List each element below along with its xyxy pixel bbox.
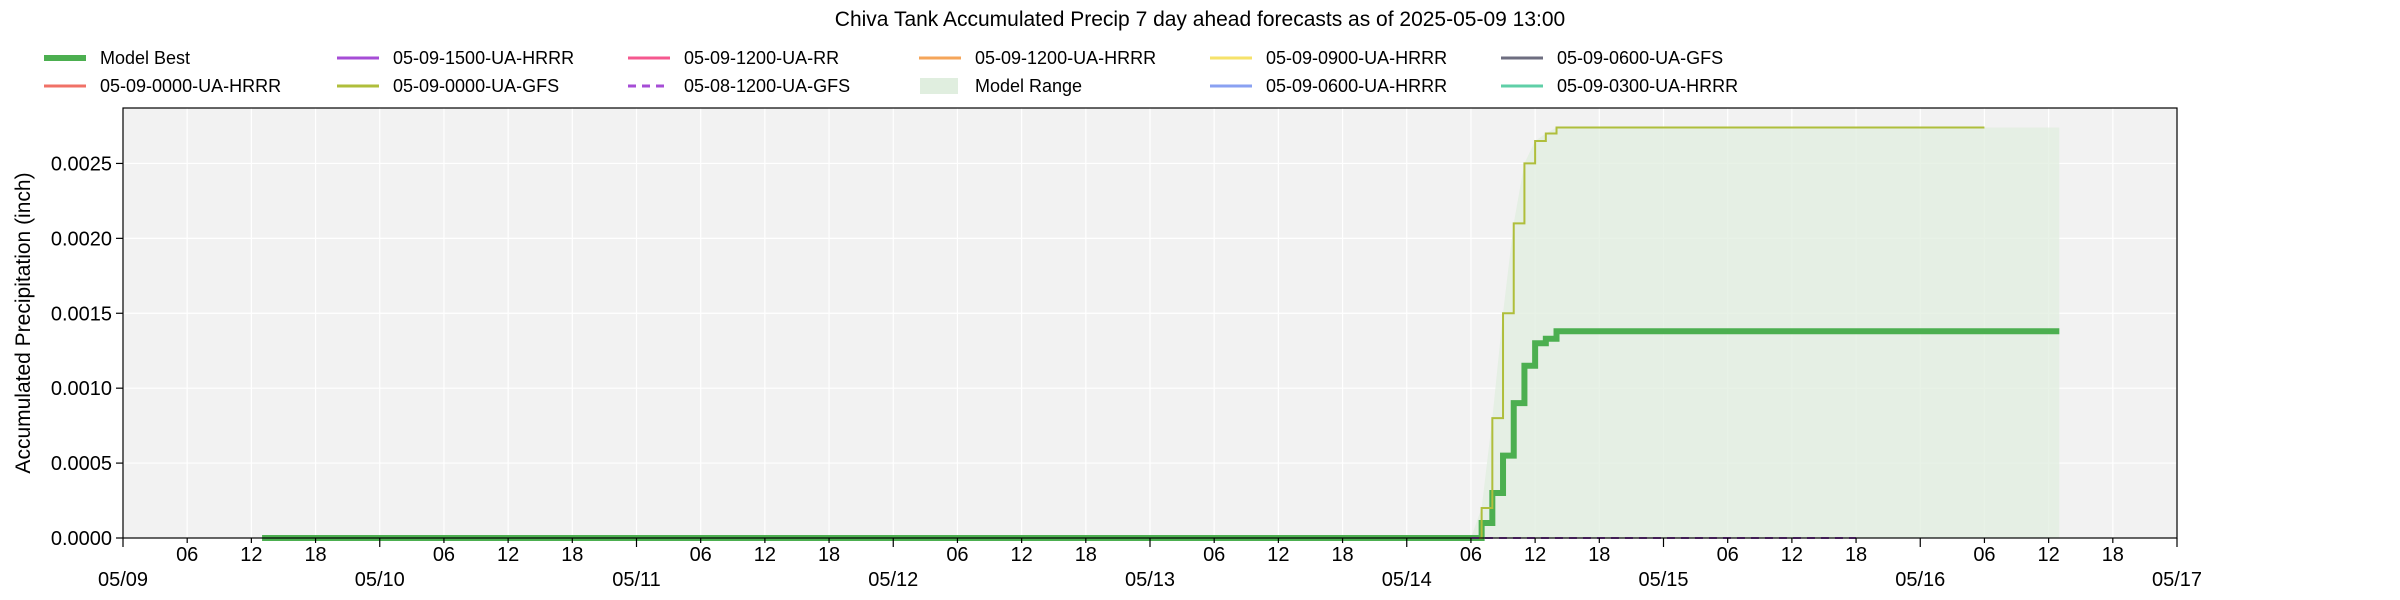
legend-swatch [44, 55, 86, 61]
legend-swatch [920, 78, 958, 94]
x-major-tick-label: 05/09 [98, 569, 148, 591]
legend-label: 05-09-0600-UA-HRRR [1266, 76, 1448, 96]
legend-label: Model Best [100, 48, 191, 68]
y-tick-label: 0.0000 [51, 528, 112, 550]
x-major-tick-label: 05/16 [1895, 569, 1945, 591]
legend-label: 05-09-0900-UA-HRRR [1266, 48, 1448, 68]
legend-swatch [337, 56, 379, 60]
x-minor-tick-label: 06 [1203, 544, 1225, 566]
series-line-05-09-0000-ua-gfs [1470, 126, 1985, 539]
x-minor-tick-label: 18 [2102, 544, 2124, 566]
x-minor-tick-label: 06 [1717, 544, 1739, 566]
x-minor-tick-label: 12 [240, 544, 262, 566]
legend-label: 05-09-1500-UA-HRRR [393, 48, 575, 68]
x-minor-tick-label: 18 [1845, 544, 1867, 566]
legend-swatch [1501, 84, 1543, 88]
y-tick-label: 0.0005 [51, 453, 112, 475]
legend-swatch [919, 56, 961, 60]
x-minor-tick-label: 12 [1011, 544, 1033, 566]
legend-swatch [1210, 84, 1252, 88]
x-minor-tick-label: 06 [1973, 544, 1995, 566]
legend-label: 05-09-1200-UA-RR [684, 48, 840, 68]
legend-label: Model Range [975, 76, 1083, 96]
x-minor-tick-label: 18 [1588, 544, 1610, 566]
legend-label: 05-09-0300-UA-HRRR [1557, 76, 1739, 96]
x-major-tick-label: 05/11 [612, 569, 661, 591]
x-minor-tick-label: 12 [754, 544, 776, 566]
y-tick-label: 0.0015 [51, 303, 112, 325]
x-minor-tick-label: 18 [1075, 544, 1097, 566]
x-minor-tick-label: 06 [946, 544, 968, 566]
x-minor-tick-label: 06 [1460, 544, 1482, 566]
x-major-tick-label: 05/13 [1125, 569, 1175, 591]
legend-label: 05-09-0000-UA-GFS [393, 76, 560, 96]
x-minor-tick-label: 18 [1331, 544, 1353, 566]
x-minor-tick-label: 12 [1524, 544, 1546, 566]
legend-swatch [337, 84, 379, 88]
legend-label: 05-08-1200-UA-GFS [684, 76, 851, 96]
x-major-tick-label: 05/14 [1382, 569, 1432, 591]
legend-swatch [1210, 56, 1252, 60]
y-tick-label: 0.0010 [51, 378, 112, 400]
legend-label: 05-09-1200-UA-HRRR [975, 48, 1157, 68]
x-minor-tick-label: 12 [2038, 544, 2060, 566]
x-minor-tick-label: 06 [433, 544, 455, 566]
x-major-tick-label: 05/12 [868, 569, 918, 591]
y-axis-title: Accumulated Precipitation (inch) [12, 172, 35, 473]
x-minor-tick-label: 12 [1267, 544, 1289, 566]
legend-swatch [628, 84, 670, 88]
x-minor-tick-label: 18 [561, 544, 583, 566]
x-major-tick-label: 05/10 [355, 569, 405, 591]
x-major-tick-label: 05/15 [1638, 569, 1688, 591]
chart-title: Chiva Tank Accumulated Precip 7 day ahea… [834, 8, 1566, 31]
legend-swatch [44, 84, 86, 88]
legend-swatch [1501, 56, 1543, 60]
y-tick-label: 0.0020 [51, 228, 112, 250]
x-minor-tick-label: 12 [1781, 544, 1803, 566]
x-minor-tick-label: 06 [176, 544, 198, 566]
x-major-tick-label: 05/17 [2152, 569, 2202, 591]
x-minor-tick-label: 18 [304, 544, 326, 566]
x-minor-tick-label: 06 [690, 544, 712, 566]
legend-label: 05-09-0600-UA-GFS [1557, 48, 1724, 68]
legend-swatch [628, 56, 670, 60]
legend-label: 05-09-0000-UA-HRRR [100, 76, 282, 96]
x-minor-tick-label: 18 [818, 544, 840, 566]
y-tick-label: 0.0025 [51, 153, 112, 175]
x-minor-tick-label: 12 [497, 544, 519, 566]
